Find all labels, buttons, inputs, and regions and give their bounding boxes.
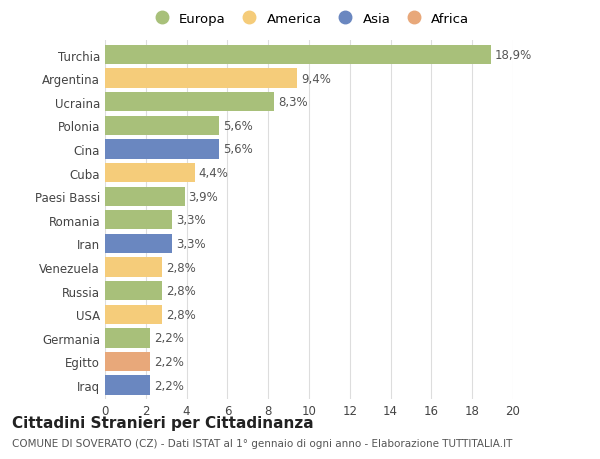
Bar [105, 140, 219, 159]
Text: 2,8%: 2,8% [166, 261, 196, 274]
Text: 2,2%: 2,2% [154, 331, 184, 345]
Bar [105, 329, 150, 348]
Bar [105, 69, 297, 89]
Legend: Europa, America, Asia, Africa: Europa, America, Asia, Africa [143, 8, 475, 31]
Text: 3,3%: 3,3% [176, 214, 206, 227]
Text: 2,2%: 2,2% [154, 379, 184, 392]
Text: 9,4%: 9,4% [301, 73, 331, 85]
Text: 5,6%: 5,6% [223, 120, 253, 133]
Text: 3,3%: 3,3% [176, 237, 206, 250]
Text: 3,9%: 3,9% [188, 190, 218, 203]
Bar [105, 352, 150, 371]
Text: COMUNE DI SOVERATO (CZ) - Dati ISTAT al 1° gennaio di ogni anno - Elaborazione T: COMUNE DI SOVERATO (CZ) - Dati ISTAT al … [12, 438, 512, 448]
Bar [105, 46, 491, 65]
Text: 18,9%: 18,9% [494, 49, 532, 62]
Bar [105, 93, 274, 112]
Text: 4,4%: 4,4% [199, 167, 229, 179]
Bar [105, 258, 162, 277]
Text: 2,2%: 2,2% [154, 355, 184, 368]
Text: 5,6%: 5,6% [223, 143, 253, 156]
Bar [105, 234, 172, 253]
Bar [105, 305, 162, 324]
Bar [105, 375, 150, 395]
Text: 2,8%: 2,8% [166, 308, 196, 321]
Bar [105, 163, 195, 183]
Text: Cittadini Stranieri per Cittadinanza: Cittadini Stranieri per Cittadinanza [12, 415, 314, 431]
Bar [105, 187, 185, 207]
Text: 2,8%: 2,8% [166, 285, 196, 297]
Bar [105, 281, 162, 301]
Text: 8,3%: 8,3% [278, 96, 308, 109]
Bar [105, 211, 172, 230]
Bar [105, 117, 219, 136]
